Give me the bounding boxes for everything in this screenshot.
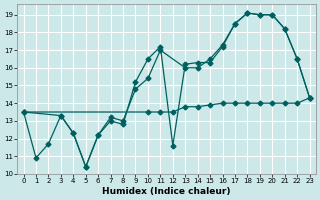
X-axis label: Humidex (Indice chaleur): Humidex (Indice chaleur) xyxy=(102,187,231,196)
